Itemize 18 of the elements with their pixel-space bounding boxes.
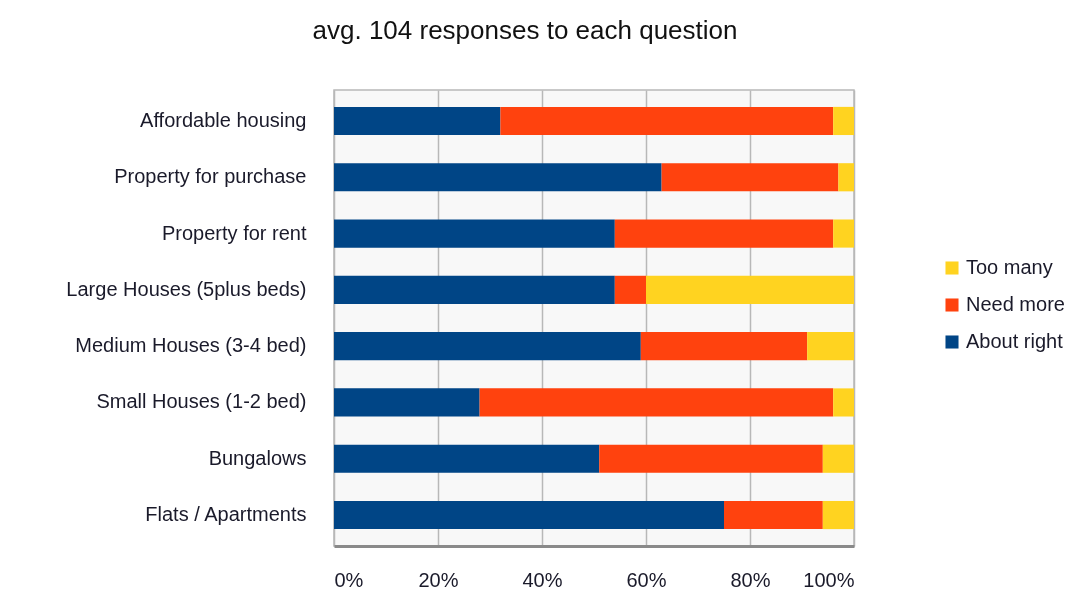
x-tick-label: 60%: [626, 568, 667, 591]
y-tick-label: Property for rent: [161, 221, 307, 244]
y-tick-label: Flats / Apartments: [145, 503, 307, 526]
legend-label: Need more: [966, 293, 1065, 315]
chart-title: avg. 104 responses to each question: [312, 15, 738, 45]
y-tick-label: Large Houses (5plus beds): [66, 277, 307, 300]
x-tick-label: 100%: [803, 568, 855, 591]
legend-label: About right: [966, 330, 1064, 352]
y-tick-label: Affordable housing: [140, 108, 307, 131]
legend-label: Too many: [966, 256, 1053, 278]
x-tick-label: 0%: [334, 568, 364, 591]
y-tick-label: Small Houses (1-2 bed): [96, 390, 307, 413]
x-tick-label: 20%: [418, 568, 459, 591]
x-tick-label: 40%: [522, 568, 563, 591]
y-tick-label: Medium Houses (3-4 bed): [75, 334, 307, 357]
x-tick-label: 80%: [730, 568, 771, 591]
y-tick-label: Bungalows: [208, 446, 307, 469]
y-tick-label: Property for purchase: [114, 165, 307, 188]
